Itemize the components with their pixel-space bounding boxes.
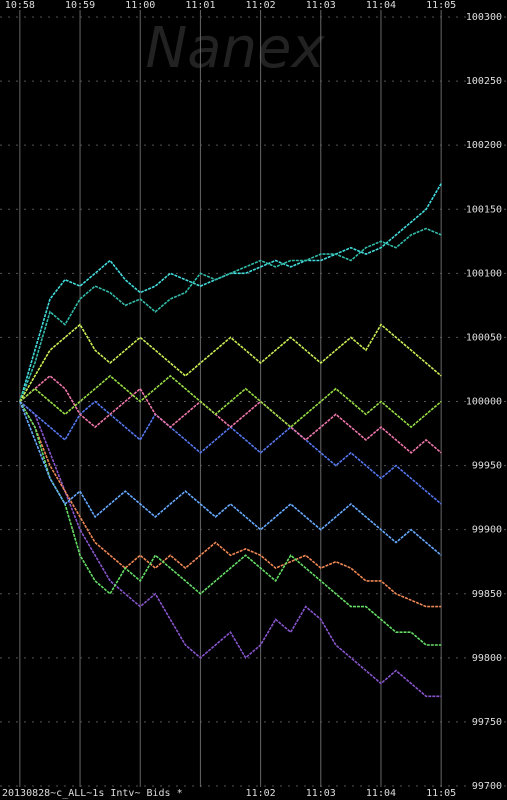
series-line (19, 400, 442, 698)
series-line (19, 227, 442, 402)
caption: 20130828~c_ALL~1s Intv~ Bids * (2, 788, 183, 799)
y-tick-label: 99700 (472, 781, 502, 792)
y-tick-label: 100200 (466, 140, 502, 151)
series-line (19, 374, 442, 454)
x-tick-label: 11:02 (246, 788, 276, 799)
series-line (19, 401, 442, 608)
y-tick-label: 100000 (466, 397, 502, 408)
x-tick-label: 11:04 (366, 0, 396, 11)
x-tick-label: 11:03 (306, 0, 336, 11)
y-tick-label: 99750 (472, 717, 502, 728)
series-line (19, 401, 442, 556)
y-tick-label: 100150 (466, 204, 502, 215)
x-tick-label: 11:05 (426, 788, 456, 799)
x-tick-label: 11:05 (426, 0, 456, 11)
y-tick-label: 99850 (472, 589, 502, 600)
x-tick-label: 10:58 (5, 0, 35, 11)
x-tick-label: 11:04 (366, 788, 396, 799)
y-tick-label: 99800 (472, 653, 502, 664)
watermark: Nanex (145, 16, 325, 81)
series-line (19, 323, 442, 402)
y-tick-label: 100050 (466, 332, 502, 343)
y-tick-label: 99900 (472, 525, 502, 536)
y-tick-label: 100250 (466, 76, 502, 87)
x-tick-label: 11:01 (185, 0, 215, 11)
y-tick-label: 99950 (472, 461, 502, 472)
series-line (19, 401, 442, 646)
x-tick-label: 11:02 (246, 0, 276, 11)
y-tick-label: 100300 (466, 12, 502, 23)
series-line (19, 374, 442, 429)
y-tick-label: 100100 (466, 268, 502, 279)
x-tick-label: 11:03 (306, 788, 336, 799)
x-tick-label: 10:59 (65, 0, 95, 11)
x-tick-label: 11:00 (125, 0, 155, 11)
